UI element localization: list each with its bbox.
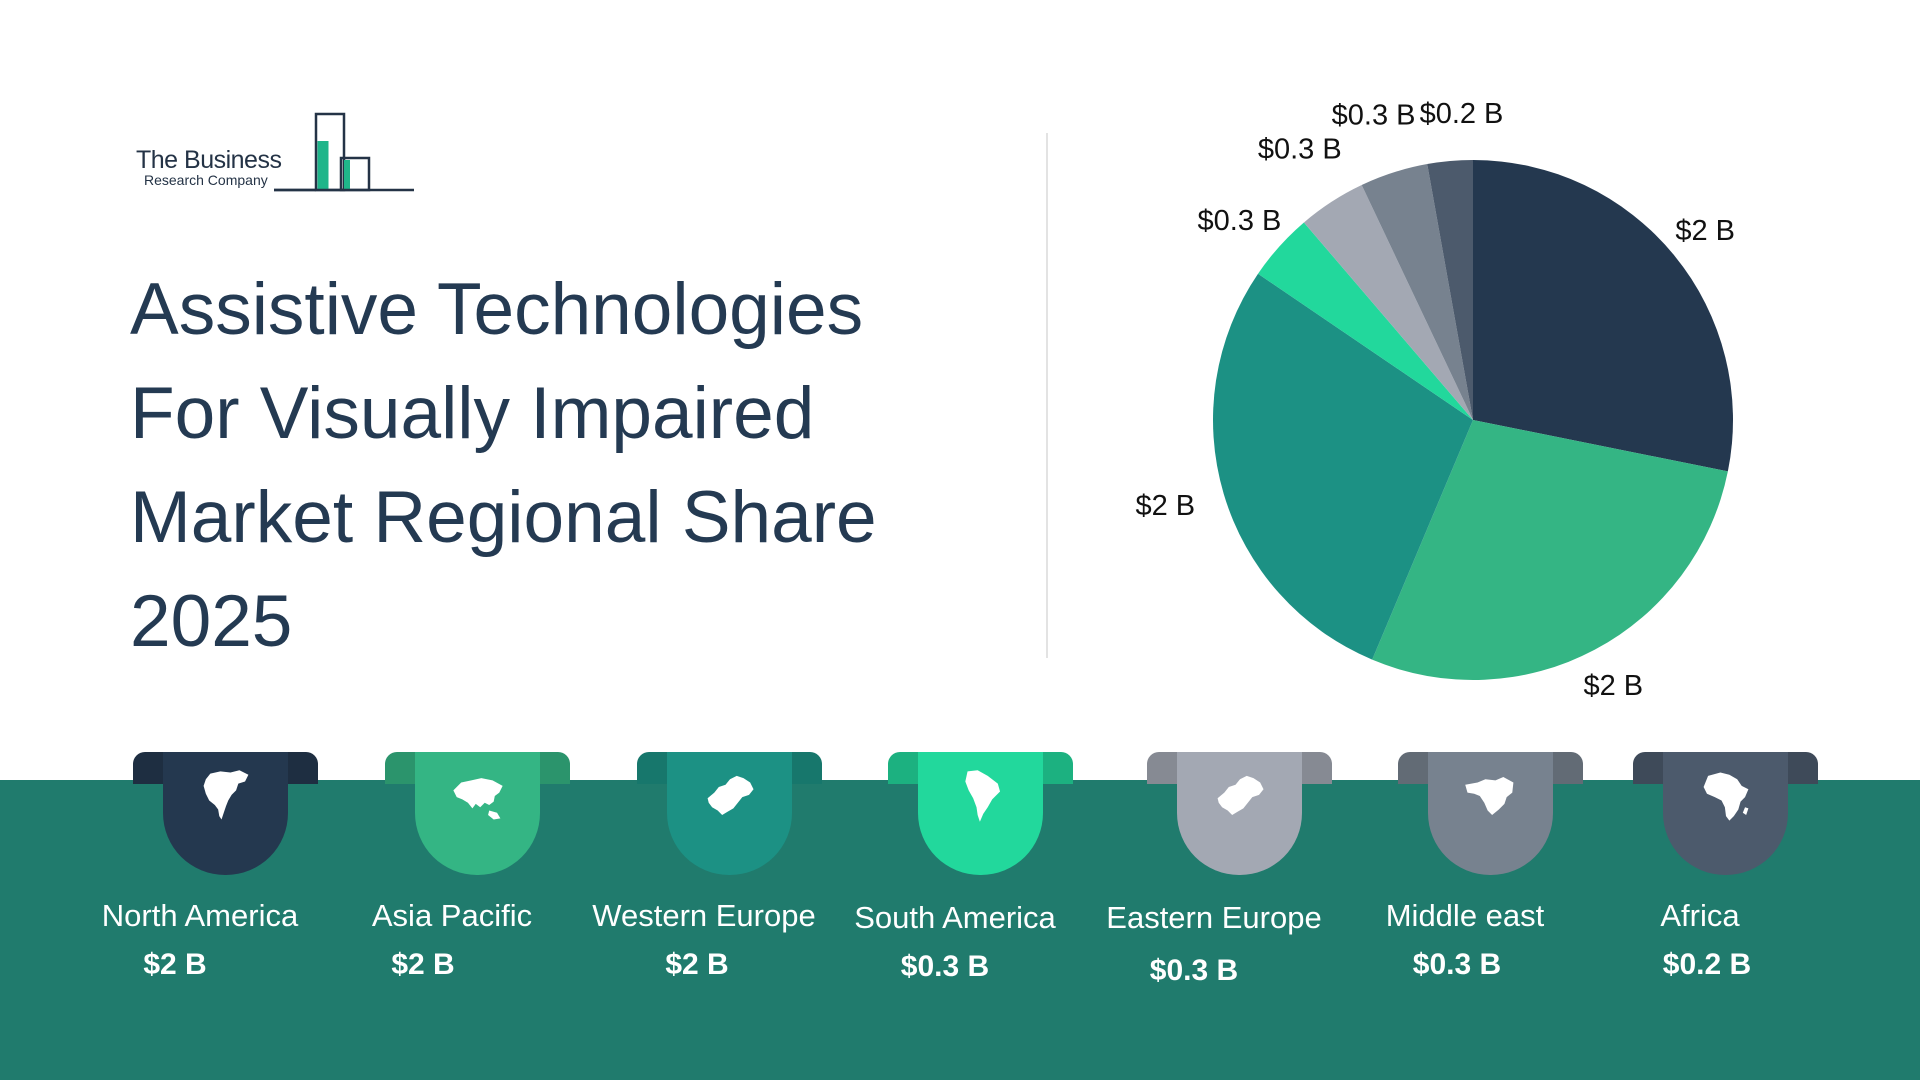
region-value: $0.2 B [1662, 948, 1752, 981]
region-ribbon [415, 752, 540, 875]
page-title: Assistive Technologies For Visually Impa… [130, 258, 930, 674]
africa-map-icon [1703, 772, 1749, 821]
region-ribbon [1663, 752, 1788, 875]
vertical-divider [1046, 133, 1048, 658]
pie-data-label: $0.2 B [1420, 98, 1504, 130]
europe-map-icon [707, 775, 754, 816]
region-name: South America [854, 900, 1056, 935]
region-name: Africa [1660, 898, 1740, 933]
pie-data-label: $0.3 B [1332, 99, 1416, 131]
logo-text-line1: The Business [136, 146, 282, 174]
pie-slice-asia-pacific [1372, 420, 1728, 680]
title-line-4: 2025 [130, 581, 293, 662]
pie-data-label: $0.3 B [1198, 205, 1282, 237]
pie-slice-north-america [1473, 160, 1733, 472]
region-value: $0.3 B [1412, 948, 1502, 981]
pie-data-label: $2 B [1583, 670, 1643, 702]
middle-east-map-icon [1465, 776, 1514, 816]
pie-data-label: $0.3 B [1258, 133, 1342, 165]
pie-slice-africa [1427, 160, 1473, 420]
region-name: Asia Pacific [371, 898, 533, 933]
company-logo: The Business Research Company [134, 108, 434, 198]
region-value: $0.3 B [900, 950, 990, 983]
pie-slice-south-america [1258, 222, 1473, 420]
title-line-1: Assistive Technologies [130, 269, 864, 350]
region-ribbon [1428, 752, 1553, 875]
region-name: Middle east [1385, 898, 1545, 933]
logo-text-line2: Research Company [144, 172, 268, 188]
region-ribbon [667, 752, 792, 875]
pie-slice-middle-east [1361, 164, 1473, 420]
pie-slice-eastern-europe [1303, 185, 1473, 420]
pie-slice-western-europe [1213, 273, 1473, 660]
region-name: Western Europe [592, 898, 816, 933]
pie-data-label: $2 B [1135, 490, 1195, 522]
region-value: $2 B [143, 948, 207, 981]
pie-chart: $2 B$2 B$2 B$0.3 B$0.3 B$0.3 B $0.2 B [1135, 98, 1735, 702]
region-name: Eastern Europe [1106, 900, 1322, 935]
logo-buildings-icon [274, 112, 414, 192]
region-value: $2 B [665, 948, 729, 981]
region-ribbon [1177, 752, 1302, 875]
title-line-2: For Visually Impaired [130, 373, 815, 454]
region-value: $2 B [391, 948, 455, 981]
region-name: North America [101, 898, 299, 933]
region-value: $0.3 B [1149, 954, 1239, 987]
title-line-3: Market Regional Share [130, 477, 877, 558]
pie-data-label: $2 B [1675, 215, 1735, 247]
asia-map-icon [453, 778, 503, 820]
europe-map-icon [1217, 775, 1264, 816]
south-america-map-icon [965, 770, 1001, 822]
north-america-map-icon [203, 770, 249, 820]
